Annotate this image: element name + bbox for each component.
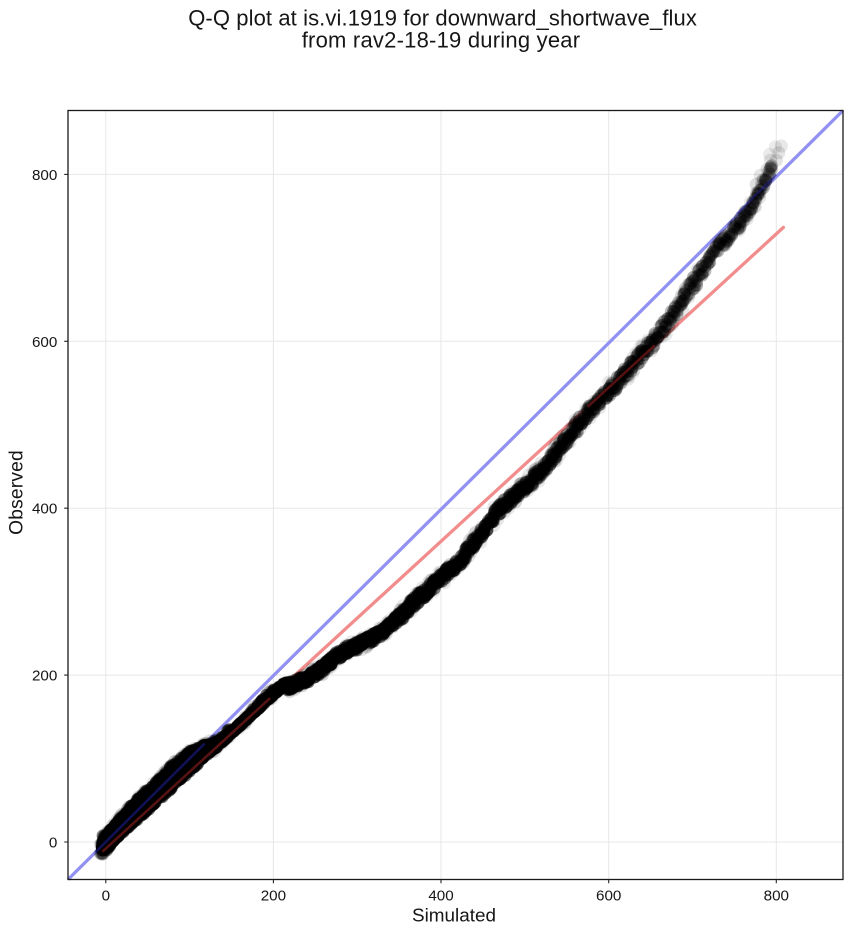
- svg-text:Simulated: Simulated: [412, 905, 496, 926]
- svg-text:400: 400: [428, 887, 453, 904]
- svg-text:Observed: Observed: [7, 450, 28, 535]
- svg-text:800: 800: [764, 887, 789, 904]
- svg-text:0: 0: [102, 887, 110, 904]
- svg-text:400: 400: [32, 501, 57, 518]
- svg-text:200: 200: [32, 668, 57, 685]
- svg-text:Q-Q plot at is.vi.1919 for dow: Q-Q plot at is.vi.1919 for downward_shor…: [188, 5, 697, 30]
- svg-text:200: 200: [261, 887, 286, 904]
- svg-text:0: 0: [49, 835, 57, 852]
- svg-text:600: 600: [32, 334, 57, 351]
- svg-text:600: 600: [596, 887, 621, 904]
- svg-text:from rav2-18-19 during year: from rav2-18-19 during year: [302, 28, 581, 53]
- svg-text:800: 800: [32, 167, 57, 184]
